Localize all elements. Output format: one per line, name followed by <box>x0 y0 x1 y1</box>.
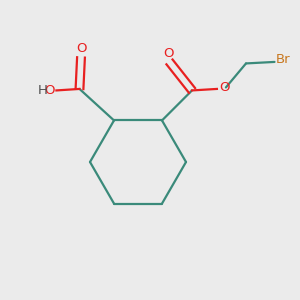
Text: O: O <box>76 42 86 55</box>
Text: O: O <box>163 46 173 59</box>
Text: O: O <box>44 84 55 97</box>
Text: Br: Br <box>276 53 291 66</box>
Text: O: O <box>219 81 230 94</box>
Text: H: H <box>38 84 47 97</box>
